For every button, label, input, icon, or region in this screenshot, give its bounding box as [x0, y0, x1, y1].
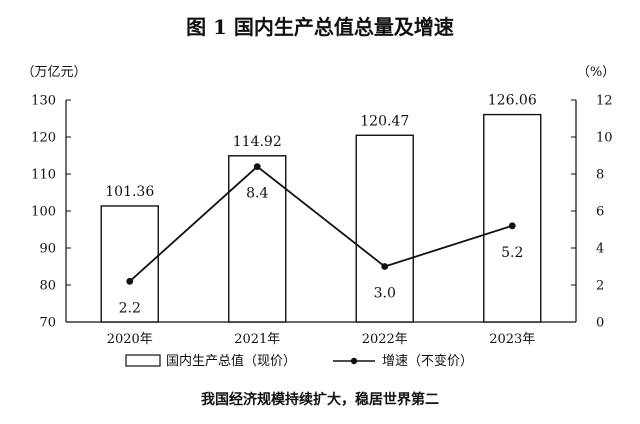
left-tick-label: 90 [39, 242, 56, 257]
legend-bar-swatch [125, 354, 161, 367]
left-tick-label: 100 [31, 205, 56, 220]
right-tick-label: 10 [596, 131, 613, 146]
chart-caption: 我国经济规模持续扩大，稳居世界第二 [201, 391, 439, 408]
gdp-bar-value-label: 120.47 [360, 113, 409, 129]
right-tick-label: 0 [596, 316, 604, 331]
x-category-label: 2021年 [234, 332, 280, 347]
growth-value-label: 8.4 [246, 186, 268, 202]
gdp-bar [483, 113, 542, 323]
gdp-bar-value-label: 126.06 [488, 93, 537, 109]
growth-point [126, 277, 134, 285]
growth-value-label: 3.0 [374, 286, 396, 302]
right-tick-label: 12 [596, 94, 613, 109]
legend-bar-label: 国内生产总值（现价） [166, 353, 296, 369]
plot-area: 70 80 90 100 110 120 130 0 2 4 6 8 10 12 2020年 2021年 202… [31, 93, 612, 347]
legend-line-label: 增速（不变价） [382, 353, 473, 369]
x-category-label: 2023年 [489, 332, 535, 347]
left-tick-label: 110 [31, 168, 56, 183]
chart-title: 图 1 国内生产总值总量及增速 [186, 15, 454, 39]
right-tick-label: 8 [596, 168, 604, 183]
left-tick-label: 120 [31, 131, 56, 146]
legend-line-marker [350, 357, 358, 365]
left-tick-label: 80 [39, 279, 56, 294]
x-category-label: 2022年 [362, 332, 408, 347]
right-tick-label: 2 [596, 279, 604, 294]
growth-value-label: 2.2 [119, 300, 141, 316]
growth-value-label: 5.2 [501, 245, 523, 261]
right-axis-unit: （%） [577, 65, 615, 80]
growth-point [508, 222, 516, 230]
legend: 国内生产总值（现价） 增速（不变价） [125, 353, 473, 369]
right-tick-label: 4 [596, 242, 604, 257]
gdp-bar [355, 134, 414, 323]
left-axis-unit: （万亿元） [21, 65, 86, 80]
gdp-bar [228, 155, 287, 323]
left-tick-label: 70 [39, 316, 56, 331]
gdp-bar-value-label: 101.36 [105, 184, 154, 200]
left-tick-label: 130 [31, 94, 56, 109]
right-tick-label: 6 [596, 205, 604, 220]
gdp-bar-value-label: 114.92 [233, 134, 282, 150]
growth-line [129, 165, 513, 282]
growth-point [381, 263, 389, 270]
growth-point [253, 163, 261, 171]
x-category-label: 2020年 [107, 332, 153, 347]
